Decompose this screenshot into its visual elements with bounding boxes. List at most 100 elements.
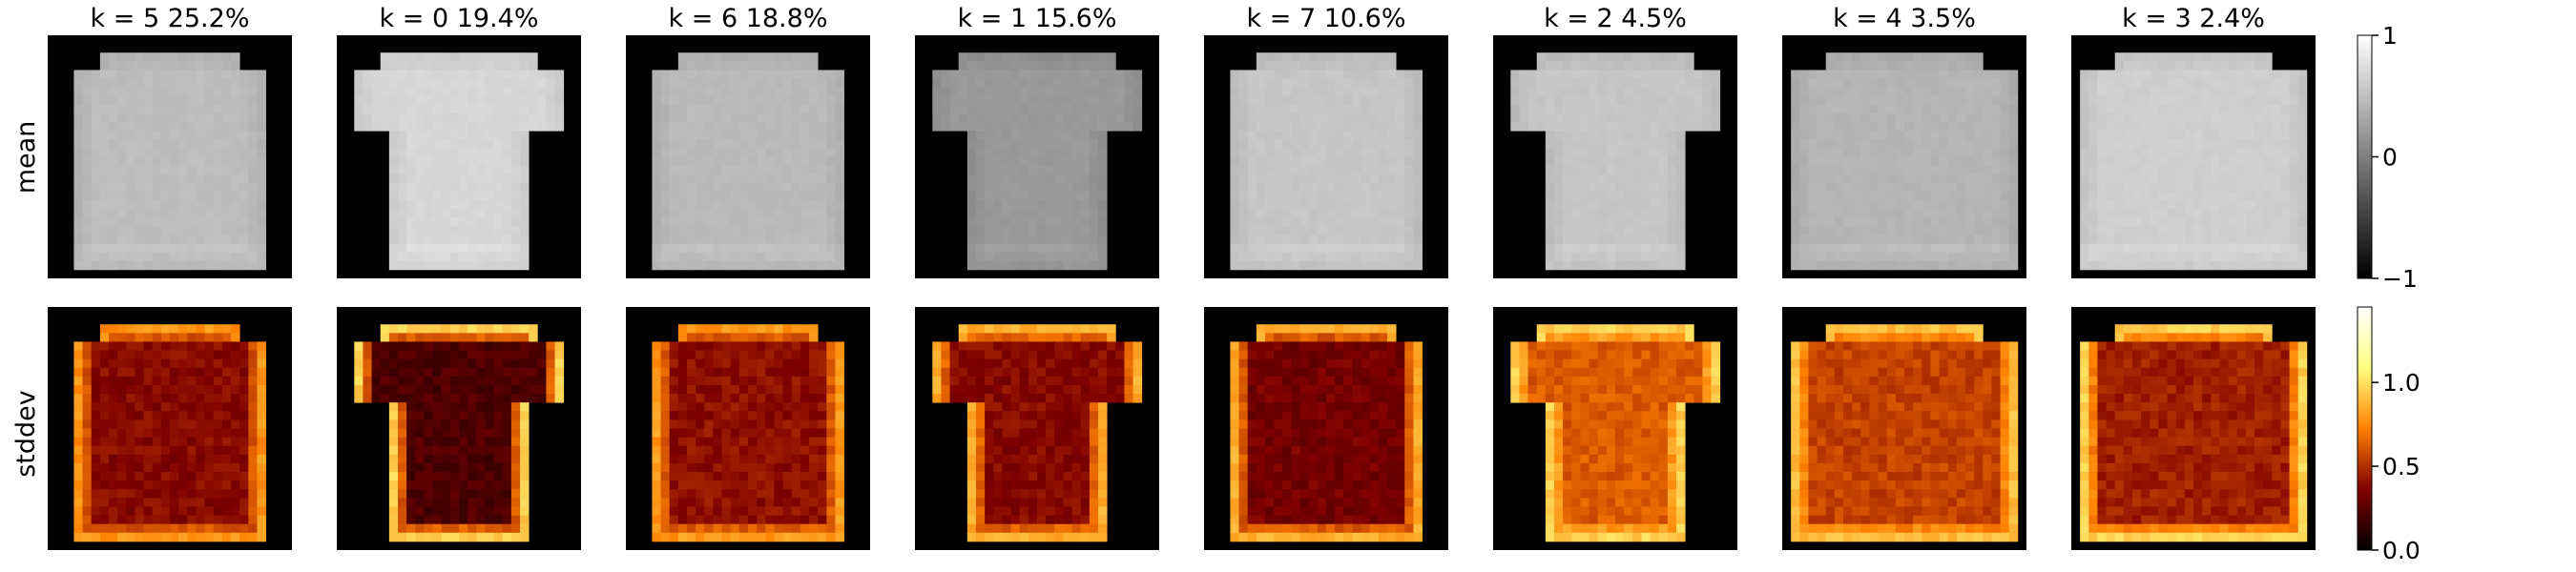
- pixel: [1291, 394, 1300, 403]
- pixel: [696, 506, 705, 516]
- pixel: [1098, 437, 1108, 447]
- pixel: [485, 139, 494, 149]
- pixel: [178, 87, 188, 97]
- pixel: [1046, 182, 1055, 193]
- pixel: [1071, 200, 1082, 210]
- pixel: [187, 376, 197, 386]
- pixel: [835, 156, 844, 167]
- pixel: [415, 454, 425, 464]
- pixel: [135, 217, 144, 227]
- pixel: [99, 462, 110, 473]
- pixel: [187, 498, 197, 507]
- pixel: [178, 104, 188, 114]
- pixel: [721, 243, 732, 254]
- pixel: [152, 52, 162, 62]
- pixel: [510, 235, 521, 244]
- pixel: [1335, 243, 1344, 254]
- pixel: [1071, 454, 1082, 464]
- pixel: [554, 95, 565, 106]
- pixel: [826, 95, 836, 106]
- pixel: [985, 165, 994, 175]
- pixel: [554, 384, 565, 395]
- pixel: [835, 506, 844, 516]
- pixel: [985, 200, 994, 210]
- pixel: [1010, 384, 1021, 395]
- pixel: [1308, 472, 1319, 481]
- pixel: [510, 95, 521, 106]
- pixel: [1037, 402, 1047, 412]
- pixel: [757, 70, 766, 79]
- pixel: [1037, 358, 1047, 369]
- pixel: [1396, 70, 1405, 79]
- pixel: [239, 200, 249, 210]
- pixel: [818, 148, 827, 157]
- pixel: [1028, 358, 1038, 369]
- pixel: [932, 87, 942, 97]
- pixel: [660, 498, 671, 507]
- pixel: [1274, 376, 1283, 386]
- pixel: [170, 498, 179, 507]
- pixel: [687, 419, 696, 429]
- pixel: [432, 333, 443, 342]
- pixel: [1028, 61, 1038, 71]
- pixel: [510, 243, 521, 254]
- pixel: [1054, 402, 1064, 412]
- pixel: [1089, 411, 1099, 420]
- pixel: [774, 506, 783, 516]
- pixel: [1291, 131, 1300, 140]
- pixel: [1274, 384, 1283, 395]
- pixel: [231, 252, 240, 262]
- pixel: [713, 226, 722, 235]
- pixel: [546, 70, 555, 79]
- pixel: [1369, 489, 1380, 499]
- pixel: [1238, 235, 1249, 244]
- pixel: [117, 515, 127, 525]
- pixel: [677, 148, 688, 157]
- pixel: [748, 419, 758, 429]
- pixel: [985, 70, 994, 79]
- pixel: [221, 394, 232, 403]
- pixel: [1230, 156, 1239, 167]
- pixel: [1369, 333, 1380, 342]
- pixel: [248, 428, 258, 439]
- pixel: [415, 148, 425, 157]
- pixel: [677, 235, 688, 244]
- pixel: [1063, 131, 1072, 140]
- pixel: [687, 437, 696, 447]
- pixel: [835, 165, 844, 175]
- pixel: [1054, 217, 1064, 227]
- pixel: [835, 174, 844, 184]
- pixel: [388, 333, 399, 342]
- pixel: [424, 454, 433, 464]
- pixel: [1282, 235, 1292, 244]
- pixel: [1387, 411, 1397, 420]
- pixel: [529, 376, 538, 386]
- pixel: [432, 498, 443, 507]
- pixel: [1404, 78, 1414, 89]
- pixel: [143, 437, 154, 447]
- pixel: [398, 217, 407, 227]
- pixel: [459, 419, 468, 429]
- pixel: [669, 131, 679, 140]
- pixel: [257, 341, 266, 351]
- pixel: [677, 480, 688, 490]
- pixel: [1247, 139, 1257, 149]
- pixel: [388, 506, 399, 516]
- pixel: [441, 209, 451, 218]
- pixel: [221, 480, 232, 490]
- pixel: [730, 532, 740, 542]
- pixel: [529, 95, 538, 106]
- pixel: [721, 358, 732, 369]
- pixel: [117, 454, 127, 464]
- pixel: [748, 235, 758, 244]
- pixel: [187, 78, 197, 89]
- pixel: [459, 156, 468, 167]
- pixel: [1256, 419, 1266, 429]
- pixel: [1063, 61, 1072, 71]
- pixel: [1326, 226, 1336, 235]
- pixel: [82, 112, 93, 123]
- pixel: [99, 384, 110, 395]
- pixel: [1404, 252, 1414, 262]
- pixel: [204, 165, 215, 175]
